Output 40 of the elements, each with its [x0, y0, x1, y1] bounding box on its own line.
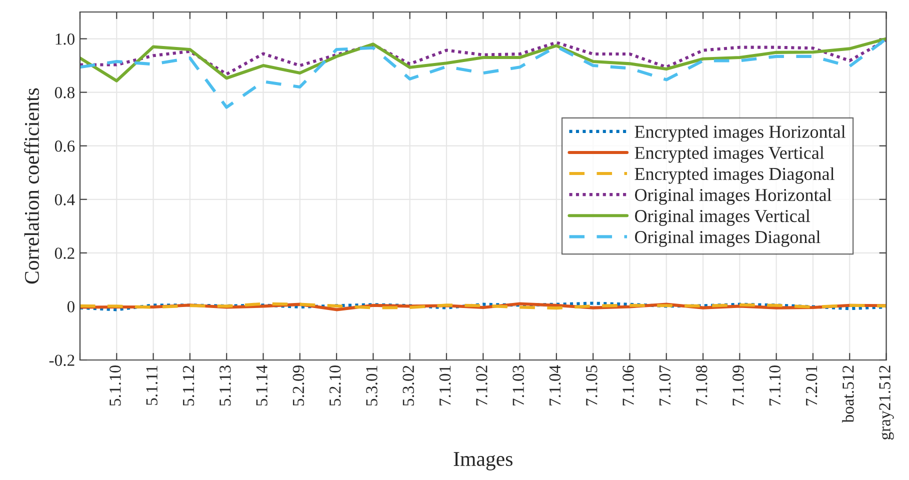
- x-tick-label: 5.2.09: [292, 366, 304, 406]
- line-series: [80, 37, 886, 82]
- legend-label: Original images Horizontal: [634, 188, 832, 205]
- y-tick-label: 0: [67, 301, 74, 312]
- y-tick-label: 0.8: [54, 87, 74, 98]
- legend-label: Encrypted images Diagonal: [634, 167, 834, 184]
- x-tick-label: 5.1.13: [220, 366, 231, 406]
- x-tick-label: gray21.512: [879, 366, 894, 440]
- x-tick-label: 7.1.03: [512, 366, 524, 406]
- line-series: [80, 38, 886, 76]
- x-tick-label: 5.1.12: [182, 366, 194, 406]
- y-tick-label: -0.2: [49, 354, 74, 366]
- x-tick-label: boat.512: [842, 366, 854, 423]
- x-tick-label: 5.1.11: [146, 366, 158, 405]
- x-tick-label: 7.1.10: [769, 365, 781, 406]
- legend-label: Encrypted images Vertical: [634, 146, 824, 163]
- line-series: [80, 37, 886, 109]
- x-tick-label: 7.1.01: [439, 366, 451, 406]
- x-tick-label: 5.1.14: [256, 365, 268, 406]
- x-tick-label: 7.1.08: [696, 365, 708, 406]
- x-tick-label: 5.3.01: [366, 366, 378, 406]
- x-tick-label: 7.1.04: [549, 365, 561, 406]
- y-tick-label: 0.2: [54, 248, 74, 259]
- legend-label: Encrypted images Horizontal: [634, 125, 846, 142]
- x-tick-label: 7.1.02: [476, 366, 488, 406]
- x-axis-title: Images: [454, 452, 512, 470]
- legend-label: Original images Diagonal: [634, 230, 820, 247]
- x-tick-label: 5.3.02: [402, 366, 414, 406]
- x-tick-label: 7.1.05: [586, 366, 598, 406]
- legend-label: Original images Vertical: [634, 209, 810, 226]
- x-tick-label: 5.2.10: [329, 365, 341, 406]
- x-tick-label: 7.1.09: [732, 366, 744, 406]
- y-tick-label: 0.4: [54, 194, 75, 206]
- y-tick-label: 1.0: [56, 33, 74, 45]
- x-tick-label: 7.2.01: [806, 366, 818, 406]
- x-tick-label: 7.1.07: [659, 365, 671, 406]
- y-axis-title: Correlation coefficients: [24, 88, 39, 284]
- x-tick-label: 7.1.06: [622, 365, 634, 406]
- y-tick-label: 0.6: [54, 140, 75, 152]
- x-tick-label: 5.1.10: [110, 365, 121, 406]
